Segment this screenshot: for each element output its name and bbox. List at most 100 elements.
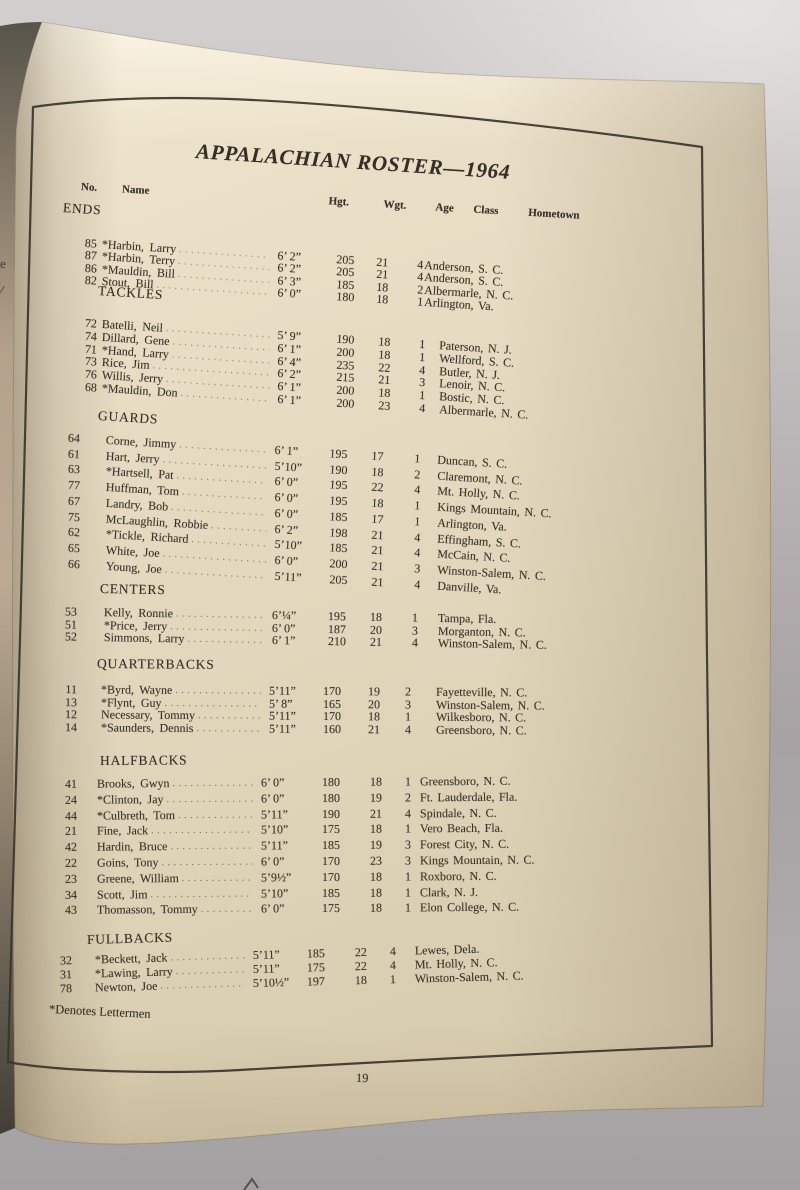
player-class: 1: [389, 972, 397, 987]
player-weight: 200: [329, 556, 348, 572]
player-age: 21: [371, 527, 384, 542]
section-heading: ENDS: [62, 200, 102, 218]
section-heading: HALFBACKS: [99, 752, 188, 768]
player-age: 21: [371, 558, 384, 574]
player-age: 18: [369, 869, 383, 884]
player-class: 4: [389, 944, 397, 959]
player-number: 75: [67, 509, 81, 524]
player-weight: 160: [322, 721, 342, 736]
player-height: 6’ 1”: [271, 633, 296, 648]
header-hometown: Hometown: [527, 206, 580, 222]
player-name: Simmons, Larry: [103, 631, 185, 646]
player-class: 1: [413, 451, 421, 466]
player-height: 5’11”: [252, 947, 280, 963]
player-number: 77: [67, 477, 81, 493]
player-height: 5’11”: [260, 806, 288, 822]
player-age: 18: [369, 822, 383, 837]
stray-pen-mark: [243, 1177, 259, 1190]
player-age: 22: [354, 959, 368, 974]
dot-leader: ........................................: [172, 776, 254, 790]
player-name: Hardin, Bruce: [96, 839, 168, 854]
player-number: 41: [64, 776, 78, 791]
player-hometown: Danville, Va.: [436, 578, 502, 596]
roster-row: 43 Thomasson, Tommy......................…: [40, 900, 580, 918]
player-age: 18: [375, 291, 389, 307]
roster-row: 14 *Saunders, Dennis.....................…: [40, 719, 580, 738]
section-heading: CENTERS: [99, 581, 166, 598]
section-heading: FULLBACKS: [86, 929, 174, 947]
player-class: 3: [404, 837, 412, 852]
player-hometown: Arlington, Va.: [423, 294, 495, 314]
player-weight: 185: [321, 838, 341, 853]
player-name-cell: Greene, William.........................…: [97, 871, 253, 886]
dot-leader: ........................................: [151, 823, 254, 837]
player-weight: 197: [306, 974, 326, 989]
player-weight: 185: [329, 540, 348, 556]
dot-leader: ........................................: [200, 902, 254, 916]
player-name: Newton, Joe: [94, 979, 158, 995]
player-height: 6’ 0”: [274, 474, 299, 490]
player-name-cell: Scott, Jim..............................…: [97, 887, 253, 902]
player-height: 5’11”: [260, 838, 288, 853]
player-class: 1: [416, 294, 424, 309]
player-name: Landry, Bob: [105, 496, 169, 514]
player-weight: 195: [329, 446, 348, 462]
header-no: No.: [80, 181, 98, 194]
player-hometown: Winston-Salem, N. C.: [414, 968, 524, 986]
player-weight: 175: [306, 960, 326, 975]
player-number: 68: [84, 379, 98, 395]
player-number: 22: [64, 855, 78, 870]
player-number: 43: [64, 903, 78, 918]
player-age: 21: [367, 721, 381, 736]
player-name-cell: *Clinton, Jay...........................…: [97, 792, 253, 807]
player-height: 6’ 1”: [274, 442, 299, 459]
lettermen-footnote: *Denotes Lettermen: [48, 1002, 151, 1021]
player-number: 14: [64, 719, 78, 734]
roster-frame-border: [6, 96, 714, 1074]
player-height: 6’ 0”: [260, 854, 285, 869]
player-class: 4: [411, 635, 419, 650]
dot-leader: ........................................: [150, 887, 254, 900]
player-height: 5’10”: [274, 458, 303, 475]
dot-leader: ........................................: [187, 633, 265, 649]
player-hometown: Winston-Salem, N. C.: [437, 636, 547, 653]
player-weight: 205: [329, 571, 348, 587]
player-weight: 180: [321, 774, 341, 790]
player-class: 1: [413, 498, 421, 513]
player-height: 6’ 0”: [274, 505, 299, 522]
player-weight: 190: [329, 461, 348, 477]
player-age: 17: [371, 448, 384, 464]
player-age: 18: [369, 901, 383, 916]
player-name: Greene, William: [96, 871, 179, 886]
player-name: Goins, Tony: [96, 855, 159, 870]
player-class: 4: [418, 400, 426, 416]
player-age: 21: [369, 634, 383, 650]
player-name-cell: Brooks, Gwyn............................…: [97, 777, 253, 792]
player-hometown: Greensboro, N. C.: [419, 773, 511, 789]
player-name-cell: Goins, Tony.............................…: [97, 856, 253, 871]
header-age: Age: [435, 201, 455, 215]
dot-leader: ........................................: [181, 871, 254, 884]
player-hometown: Kings Mountain, N. C.: [419, 852, 535, 868]
player-age: 18: [369, 885, 383, 900]
player-number: 23: [64, 871, 78, 886]
player-hometown: Greensboro, N. C.: [435, 722, 527, 737]
player-height: 6’ 0”: [274, 552, 299, 569]
player-age: 19: [369, 790, 383, 805]
player-number: 61: [67, 446, 81, 462]
player-hometown: Clark, N. J.: [419, 884, 479, 899]
player-class: 4: [413, 482, 421, 497]
player-weight: 185: [321, 885, 341, 900]
player-weight: 190: [321, 806, 341, 821]
column-headers: No. Name Hgt. Wgt. Age Class Hometown: [81, 181, 641, 227]
player-weight: 180: [335, 289, 355, 305]
player-class: 4: [413, 545, 421, 560]
player-age: 21: [371, 542, 384, 558]
player-weight: 185: [329, 509, 348, 525]
player-name: Thomasson, Tommy: [96, 902, 198, 917]
player-age: 21: [371, 574, 384, 589]
player-age: 23: [377, 398, 391, 414]
dot-leader: ........................................: [160, 977, 246, 993]
